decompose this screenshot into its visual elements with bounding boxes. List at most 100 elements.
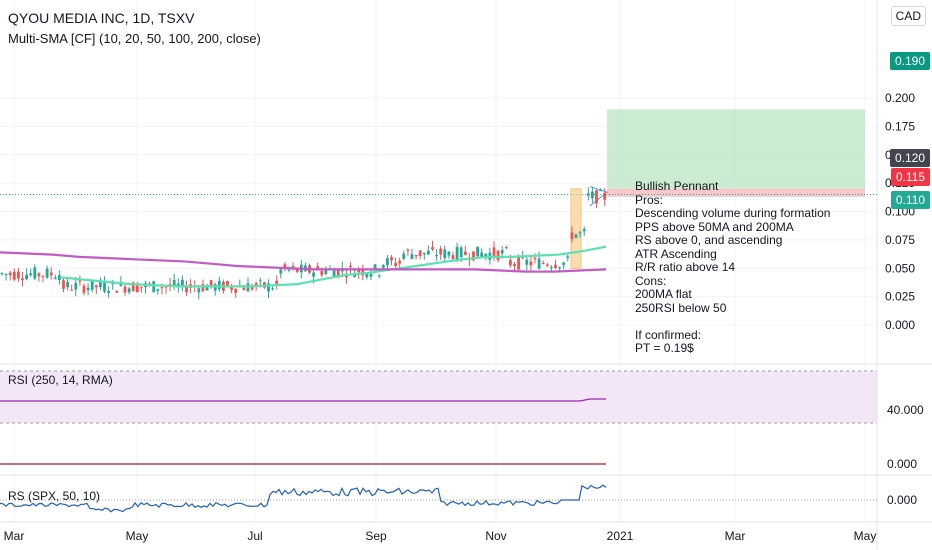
candle-body (394, 263, 397, 266)
candle-body (0, 273, 4, 275)
candle-body (509, 260, 512, 266)
candle-body (82, 285, 86, 293)
candle-body (562, 262, 566, 265)
candle-body (250, 285, 254, 290)
candle-body (525, 259, 529, 265)
candle-body (17, 271, 20, 279)
x-axis-ticks: Mar May Jul Sep Nov 2021 Mar May (4, 529, 877, 543)
pane-tick-label: 0.000 (887, 493, 917, 507)
candle-body (484, 253, 488, 257)
candle-body (254, 283, 258, 287)
candle-body (447, 251, 451, 256)
candle-body (336, 268, 340, 276)
candle-body (258, 280, 262, 282)
candle-body (459, 247, 463, 258)
candle-body (115, 290, 119, 293)
candle-body (197, 288, 201, 293)
candle-body (226, 281, 229, 286)
candle-body (480, 252, 484, 258)
candle-body (25, 274, 28, 280)
candle-body (86, 287, 90, 291)
candle-body (140, 286, 143, 288)
candle-body (62, 280, 65, 289)
candle-body (324, 270, 328, 275)
candle-body (185, 287, 188, 293)
candle-body (578, 232, 582, 234)
candle-body (533, 258, 537, 260)
y-tick-label: 0.000 (885, 318, 915, 332)
candle-body (201, 284, 205, 292)
x-tick-label: Nov (485, 529, 506, 543)
candle-body (53, 277, 57, 279)
target-price-badge: 0.190 (889, 52, 930, 70)
candle-body (422, 252, 426, 255)
candle-body (402, 253, 406, 259)
candle-body (431, 247, 434, 250)
candle-body (49, 272, 53, 276)
candle-body (295, 269, 299, 273)
candle-body (504, 247, 508, 249)
pane-tick-label: 0.000 (887, 457, 917, 471)
y-tick-label: 0.050 (885, 261, 915, 275)
candle-body (230, 286, 233, 290)
currency-selector[interactable]: CAD (890, 6, 926, 26)
candle-body (386, 258, 389, 266)
candle-body (66, 281, 69, 288)
candle-body (599, 190, 602, 192)
candle-body (152, 281, 156, 293)
candle-body (181, 279, 184, 286)
sma-200-line (0, 251, 607, 273)
rsi-250-line (0, 398, 606, 402)
candle-body (45, 268, 49, 278)
rs-line-path (0, 484, 607, 513)
candle-body (33, 267, 37, 279)
candle-body (435, 255, 438, 257)
candle-body (418, 250, 422, 256)
candle-body (373, 264, 377, 271)
rsi-pane-label: RSI (250, 14, RMA) (8, 373, 113, 387)
candle-body (410, 254, 414, 259)
candle-body (287, 269, 291, 271)
candle-body (135, 284, 139, 293)
candle-body (595, 190, 598, 204)
candle-body (107, 291, 110, 293)
x-tick-label: Sep (365, 529, 387, 543)
candle-body (12, 271, 16, 280)
candle-body (496, 250, 500, 261)
candle-body (217, 280, 221, 290)
trade-notes: Bullish Pennant Pros: Descending volume … (635, 179, 831, 355)
candle-body (349, 265, 352, 268)
candle-body (369, 273, 373, 277)
candle-body (365, 273, 369, 278)
candle-body (541, 262, 545, 264)
candle-body (332, 270, 336, 278)
chart-grid (0, 0, 877, 522)
candle-body (381, 264, 385, 268)
candle-body (566, 256, 570, 258)
candle-body (414, 254, 418, 257)
candle-body (316, 266, 320, 269)
candle-body (160, 287, 164, 289)
candle-body (455, 246, 459, 261)
candle-body (127, 288, 131, 293)
candle-body (4, 273, 8, 275)
rsi-band (0, 371, 877, 423)
chart-title: QYOU MEDIA INC, 1D, TSXV (8, 10, 195, 26)
x-tick-label: Jul (247, 529, 262, 543)
candle-body (517, 256, 520, 270)
candle-body (390, 257, 393, 261)
candle-body (345, 275, 348, 278)
candle-body (283, 264, 287, 270)
x-tick-label: 2021 (607, 529, 634, 543)
candle-body (377, 275, 381, 277)
candle-body (74, 282, 78, 290)
candle-body (513, 264, 516, 266)
candle-body (472, 251, 475, 261)
candle-body (172, 280, 176, 287)
candle-body (275, 280, 279, 285)
candle-body (78, 280, 82, 282)
candle-body (591, 191, 594, 199)
rsi-line (0, 398, 606, 465)
candle-body (574, 234, 578, 238)
